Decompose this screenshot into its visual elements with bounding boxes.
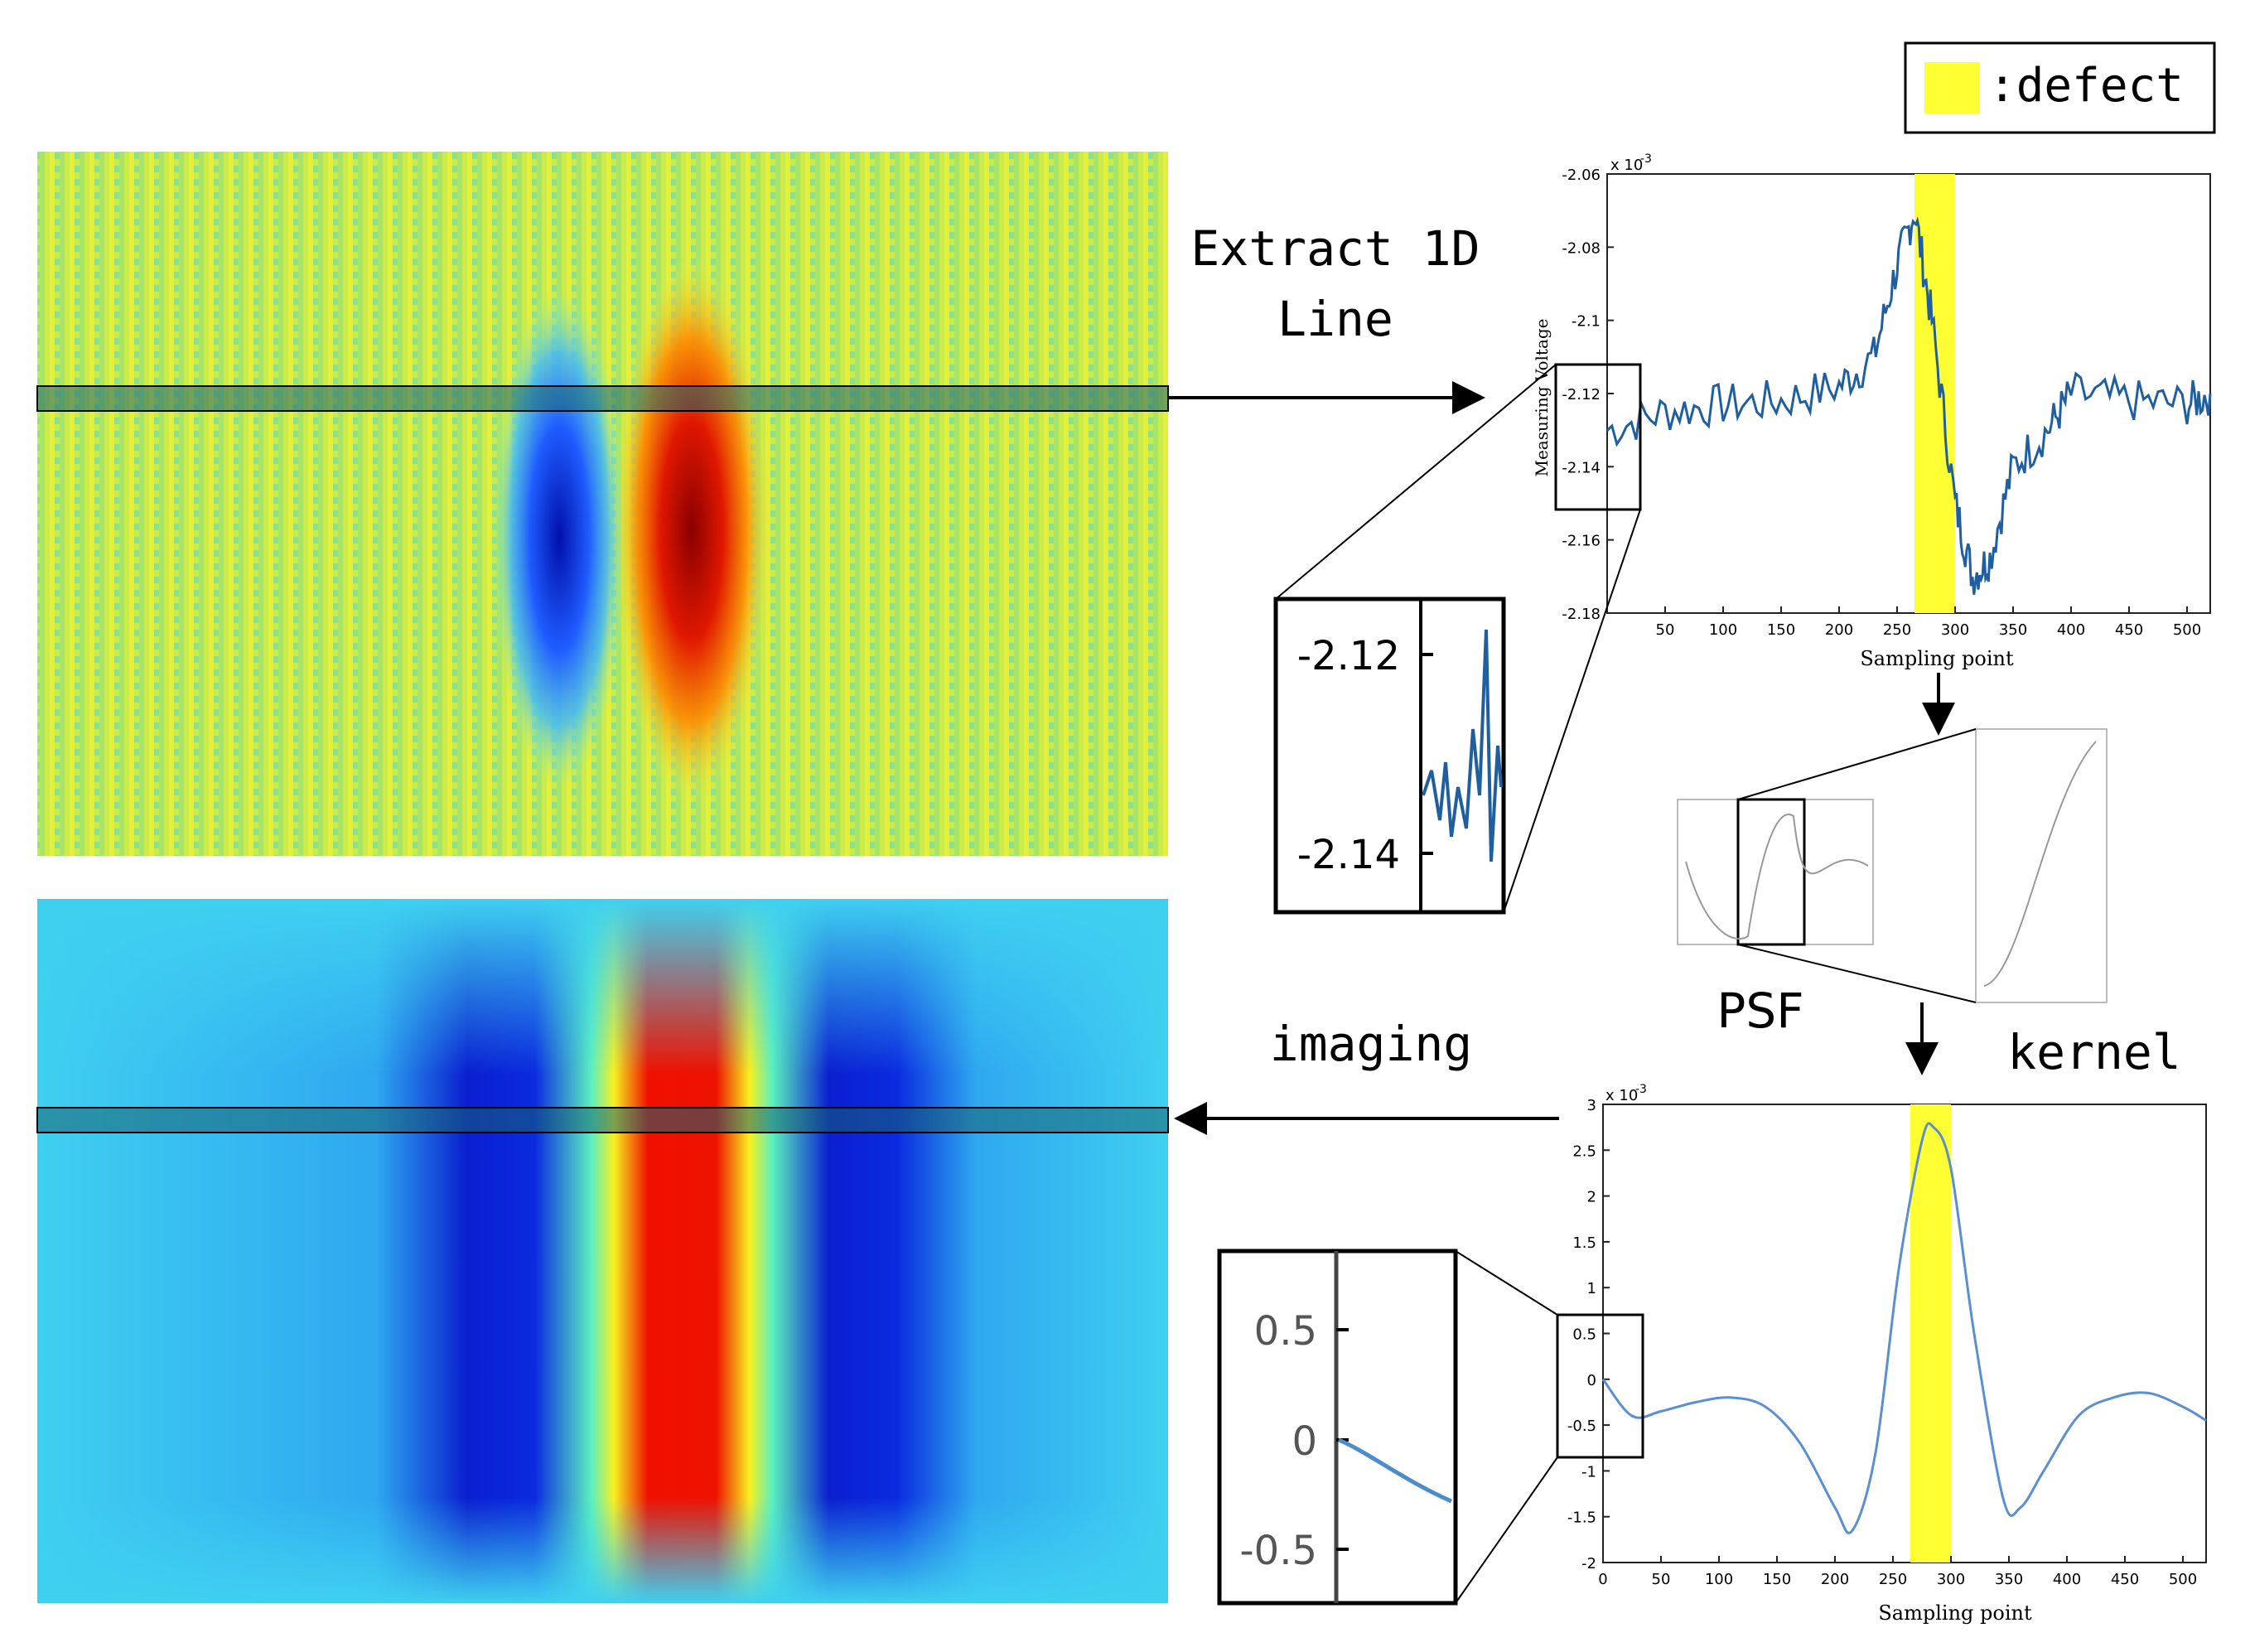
- bottom-ytick-label: -1.5: [1567, 1510, 1596, 1527]
- bottom-defect-band: [1910, 1104, 1951, 1563]
- psf-diagram: [1677, 728, 2108, 1003]
- imaging-line-band: [36, 1107, 1169, 1133]
- top-xlabel: Sampling point: [1860, 647, 2014, 670]
- top-xtick-label: 50: [1656, 621, 1675, 639]
- bottom-xtick-label: 50: [1652, 1571, 1671, 1588]
- bottom-xtick-label: 0: [1598, 1571, 1607, 1588]
- bottom-exponent-label: x 10: [1605, 1087, 1638, 1104]
- bottom-zoom-inset: 0.5 0 -0.5: [1217, 1249, 1558, 1606]
- kernel-zoom: [1975, 728, 2108, 1003]
- top-xtick-label: 250: [1883, 621, 1911, 639]
- legend: :defect: [1904, 41, 2216, 134]
- imaged-heatmap: [36, 899, 1169, 1603]
- bottom-xtick-label: 200: [1821, 1571, 1849, 1588]
- kernel-zoom-curve: [1983, 741, 2097, 987]
- bottom-ytick-label: 0: [1587, 1372, 1596, 1389]
- arrows: Extract 1D Line imaging PSF kernel: [1168, 220, 2181, 1135]
- top-series-line: [1605, 216, 2212, 595]
- bottom-xtick-label: 450: [2111, 1571, 2139, 1588]
- bottom-xtick-label: 350: [1995, 1571, 2023, 1588]
- bottom-xtick-label: 500: [2169, 1571, 2197, 1588]
- top-ytick-label: -2.12: [1562, 386, 1601, 403]
- bottom-xtick-label: 300: [1937, 1571, 1965, 1588]
- top-ytick-label: -2.08: [1562, 239, 1601, 257]
- top-xtick-label: 300: [1941, 621, 1969, 639]
- top-exponent-power: -3: [1640, 152, 1652, 166]
- extract-label-line1: Extract 1D: [1190, 220, 1480, 277]
- psf-label: PSF: [1716, 983, 1803, 1039]
- top-xtick-label: 450: [2115, 621, 2143, 639]
- top-zoom-inset: -2.12 -2.14: [1273, 364, 1641, 915]
- top-zoom-line: [1422, 629, 1503, 862]
- psf-curve: [1685, 814, 1869, 940]
- bottom-zoom-source-box: [1556, 1313, 1644, 1459]
- top-xtick-label: 400: [2057, 621, 2085, 639]
- negative-lobe: [493, 290, 625, 787]
- bottom-series-line: [1601, 1122, 2207, 1534]
- bottom-ytick-label: -0.5: [1567, 1418, 1596, 1435]
- bottom-ytick-label: 1: [1587, 1280, 1596, 1297]
- top-zoom-tick-1: -2.12: [1297, 633, 1400, 679]
- positive-lobe: [613, 257, 770, 804]
- kernel-label: kernel: [2007, 1024, 2181, 1080]
- bottom-zoom-tick-1: 0.5: [1254, 1308, 1317, 1355]
- bottom-plot-axes: [1602, 1104, 2207, 1563]
- top-xtick-label: 100: [1709, 621, 1737, 639]
- bottom-zoom-tick-3: -0.5: [1239, 1528, 1317, 1574]
- top-line-plot: -2.06 -2.08 -2.1 -2.12 -2.14 -2.16 -2.18 50 100…: [1532, 152, 2212, 670]
- top-xtick-label: 500: [2173, 621, 2201, 639]
- defect-swatch: [1924, 62, 1980, 114]
- top-ytick-label: -2.06: [1562, 167, 1601, 184]
- top-exponent-label: x 10: [1610, 157, 1643, 174]
- bottom-xtick-label: 150: [1763, 1571, 1791, 1588]
- raw-heatmap: [36, 152, 1169, 856]
- bottom-xlabel: Sampling point: [1878, 1601, 2032, 1625]
- bottom-line-plot: 3 2.5 2 1.5 1 0.5 0 -0.5 -1 -1.5 -2 0 50 100 150 200 25…: [1556, 1083, 2207, 1625]
- bottom-zoom-line: [1338, 1437, 1452, 1504]
- top-xtick-label: 150: [1767, 621, 1795, 639]
- bottom-exponent-power: -3: [1635, 1083, 1647, 1096]
- imaging-label: imaging: [1270, 1016, 1472, 1072]
- top-ytick-label: -2.1: [1572, 313, 1601, 331]
- top-ytick-label: -2.14: [1562, 459, 1601, 476]
- legend-label: :defect: [1988, 59, 2184, 113]
- bottom-ytick-label: 0.5: [1572, 1326, 1596, 1344]
- top-zoom-tick-2: -2.14: [1297, 832, 1400, 878]
- top-ylabel: Measuring Voltage: [1532, 318, 1552, 476]
- bottom-zoom-tick-2: 0: [1292, 1418, 1317, 1465]
- psf-selection-box: [1736, 798, 1806, 946]
- extract-label-line2: Line: [1277, 291, 1393, 347]
- bottom-xtick-label: 250: [1879, 1571, 1907, 1588]
- bottom-ytick-label: -1: [1581, 1463, 1596, 1481]
- top-xtick-label: 350: [1999, 621, 2027, 639]
- top-xtick-label: 200: [1825, 621, 1853, 639]
- bottom-ytick-label: 3: [1587, 1097, 1596, 1114]
- bottom-ytick-label: 1.5: [1572, 1234, 1596, 1252]
- bottom-ytick-label: 2.5: [1572, 1142, 1596, 1160]
- bottom-ytick-label: 2: [1587, 1189, 1596, 1206]
- extraction-line-band: [36, 385, 1169, 412]
- bottom-xtick-label: 400: [2053, 1571, 2081, 1588]
- top-zoom-source-box: [1554, 363, 1642, 511]
- bottom-ytick-label: -2: [1581, 1555, 1596, 1572]
- bottom-xtick-label: 100: [1705, 1571, 1733, 1588]
- top-ytick-label: -2.16: [1562, 533, 1601, 550]
- top-ytick-label: -2.18: [1562, 606, 1601, 623]
